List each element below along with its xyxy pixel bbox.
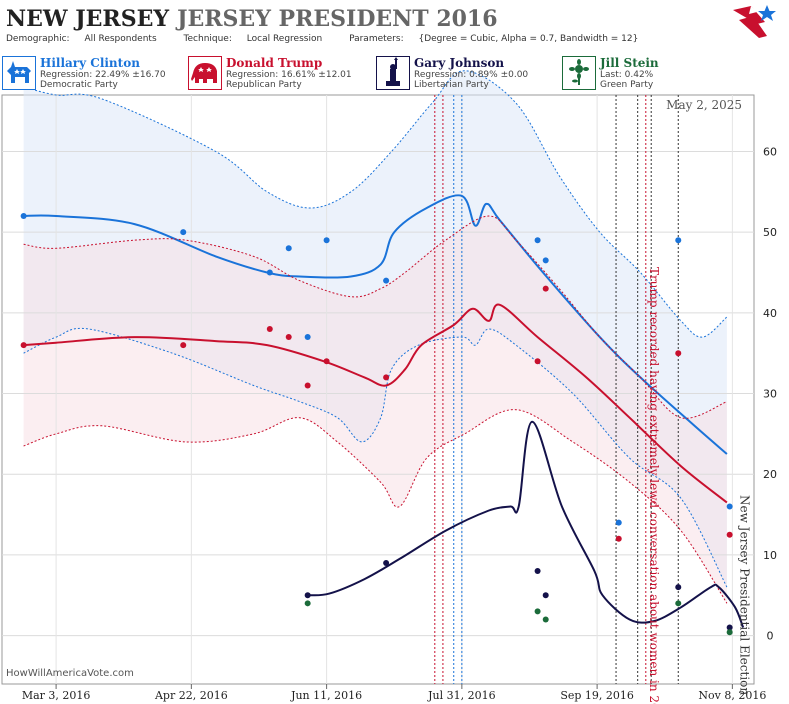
poll-point <box>726 503 733 510</box>
poll-point <box>675 584 682 591</box>
y-tick-label: 60 <box>763 145 777 158</box>
poll-point <box>542 257 549 264</box>
candidate-name: Gary Johnson <box>414 56 505 70</box>
y-tick-label: 20 <box>763 468 777 481</box>
candidate-party: Green Party <box>600 80 654 90</box>
lower-bound-line <box>23 327 728 588</box>
x-tick-label: Jul 31, 2016 <box>427 689 496 702</box>
poll-point <box>383 277 390 284</box>
event-annotation: New Jersey Presidential Election <box>737 495 751 695</box>
candidate-stat: Last: 0.42% <box>600 70 654 80</box>
upper-bound-line <box>23 70 728 338</box>
statue-of-liberty-icon <box>376 56 410 90</box>
x-tick-label: Jun 11, 2016 <box>290 689 362 702</box>
poll-point <box>534 237 541 244</box>
donkey-icon <box>2 56 36 90</box>
candidate-party: Democratic Party <box>40 80 118 90</box>
parameters-value: {Degree = Cubic, Alpha = 0.7, Bandwidth … <box>418 34 639 44</box>
poll-point <box>20 213 27 220</box>
poll-point <box>383 559 390 566</box>
technique-label: Technique: <box>183 34 232 44</box>
poll-point <box>726 624 733 631</box>
site-url: HowWillAmericaVote.com <box>6 668 134 679</box>
poll-point <box>542 616 549 623</box>
upper-bound-line <box>23 215 728 419</box>
candidate-party: Libertarian Party <box>414 80 489 90</box>
candidate-stein: Jill Stein Last: 0.42% Green Party <box>562 56 740 92</box>
y-tick-label: 50 <box>763 226 777 239</box>
trend-line <box>23 194 728 455</box>
parameters-label: Parameters: <box>349 34 404 44</box>
trend-line <box>307 420 745 628</box>
series-3 <box>304 600 733 636</box>
x-tick-label: Sep 19, 2016 <box>560 689 634 702</box>
candidate-stat: Regression: 0.89% ±0.00 <box>414 70 529 80</box>
demographic-label: Demographic: <box>6 34 70 44</box>
poll-point <box>180 229 187 236</box>
poll-point <box>180 342 187 349</box>
poll-point <box>266 269 273 276</box>
poll-point <box>675 237 682 244</box>
technique-value: Local Regression <box>246 34 323 44</box>
chart-date-label: May 2, 2025 <box>666 98 742 112</box>
state-name: NEW JERSEY <box>6 6 170 32</box>
poll-point <box>534 568 541 575</box>
event-annotation: Trump recorded having extremely lewd con… <box>647 267 661 704</box>
candidate-party: Republican Party <box>226 80 302 90</box>
y-tick-label: 0 <box>767 630 774 643</box>
demographic-value: All Respondents <box>84 34 157 44</box>
poll-point <box>542 285 549 292</box>
candidate-stat: Regression: 22.49% ±16.70 <box>40 70 166 80</box>
poll-point <box>20 342 27 349</box>
elephant-icon <box>188 56 222 90</box>
poll-point <box>534 358 541 365</box>
poll-point <box>534 608 541 615</box>
poll-point <box>304 334 311 341</box>
x-tick-label: Mar 3, 2016 <box>22 689 91 702</box>
sunflower-icon <box>562 56 596 90</box>
poll-point <box>285 245 292 252</box>
poll-point <box>675 600 682 607</box>
candidate-name: Hillary Clinton <box>40 56 140 70</box>
poll-point <box>726 531 733 538</box>
poll-point <box>304 600 311 607</box>
x-tick-label: Apr 22, 2016 <box>154 689 228 702</box>
series-1 <box>20 215 733 604</box>
chart-parameters: Demographic: All Respondents Technique: … <box>6 34 662 44</box>
poll-point <box>323 237 330 244</box>
series-2 <box>304 420 745 631</box>
candidate-name: Donald Trump <box>226 56 323 70</box>
y-tick-label: 10 <box>763 549 777 562</box>
trend-line <box>23 303 728 504</box>
candidate-stat: Regression: 16.61% ±12.01 <box>226 70 352 80</box>
poll-point <box>615 519 622 526</box>
poll-point <box>383 374 390 381</box>
poll-point <box>304 382 311 389</box>
poll-point <box>542 592 549 599</box>
poll-point <box>615 535 622 542</box>
poll-point <box>285 334 292 341</box>
y-tick-label: 30 <box>763 388 777 401</box>
candidate-name: Jill Stein <box>600 56 659 70</box>
candidate-johnson: Gary Johnson Regression: 0.89% ±0.00 Lib… <box>376 56 554 92</box>
series-0 <box>20 70 733 588</box>
poll-point <box>675 350 682 357</box>
poll-point <box>304 592 311 599</box>
poll-point <box>323 358 330 365</box>
candidate-clinton: Hillary Clinton Regression: 22.49% ±16.7… <box>2 56 180 92</box>
y-tick-label: 40 <box>763 307 777 320</box>
x-tick-label: Nov 8, 2016 <box>698 689 766 702</box>
site-logo-icon <box>733 5 776 38</box>
chart-title: NEW JERSEY JERSEY PRESIDENT 2016 <box>6 6 498 32</box>
candidate-trump: Donald Trump Regression: 16.61% ±12.01 R… <box>188 56 366 92</box>
poll-point <box>726 629 733 636</box>
poll-point <box>266 325 273 332</box>
race-name: JERSEY PRESIDENT 2016 <box>177 6 498 32</box>
